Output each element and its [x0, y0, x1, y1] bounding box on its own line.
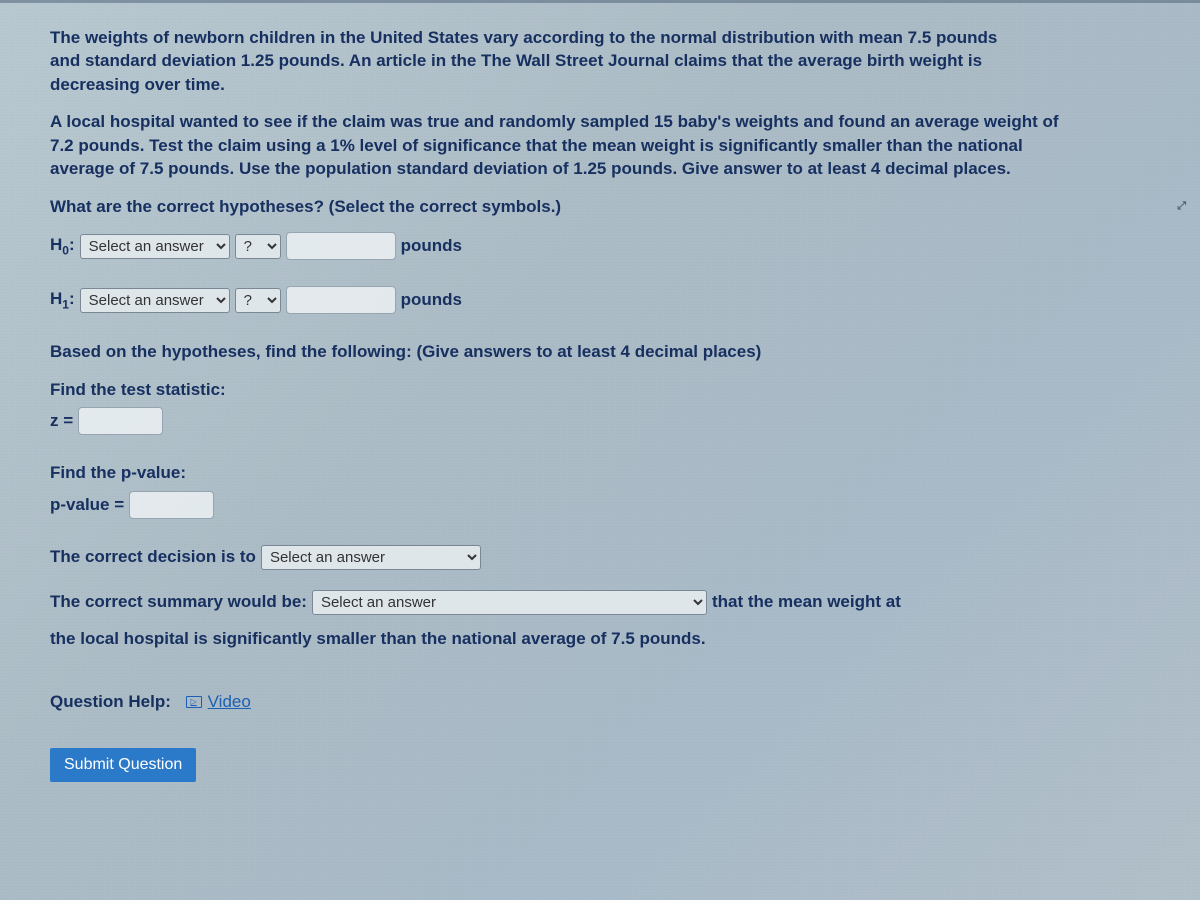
hypotheses-prompt: What are the correct hypotheses? (Select… — [50, 195, 1150, 218]
problem-paragraph-2: A local hospital wanted to see if the cl… — [50, 110, 1060, 180]
summary-select[interactable]: Select an answer — [312, 590, 707, 615]
h0-label-colon: : — [69, 235, 75, 254]
p-input[interactable] — [129, 491, 214, 519]
find-p-value-label: Find the p-value: — [50, 461, 1150, 484]
h1-label-colon: : — [69, 289, 75, 308]
video-link-label: Video — [208, 692, 251, 712]
summary-post-text: the local hospital is significantly smal… — [50, 625, 706, 652]
question-help-label: Question Help: — [50, 692, 171, 712]
h1-row: H1: Select an answer ? pounds — [50, 286, 1150, 314]
h1-label-sub: 1 — [62, 297, 69, 311]
question-help-row: Question Help: ▷ Video — [50, 692, 1150, 712]
h1-comparator-select[interactable]: ? — [235, 288, 281, 313]
z-label: z = — [50, 411, 73, 431]
summary-mid-text: that the mean weight at — [712, 588, 901, 615]
h0-value-input[interactable] — [286, 232, 396, 260]
h1-label: H1: — [50, 289, 75, 311]
decision-pre-text: The correct decision is to — [50, 547, 256, 567]
submit-question-button[interactable]: Submit Question — [50, 748, 196, 782]
h0-parameter-select[interactable]: Select an answer — [80, 234, 230, 259]
h0-comparator-select[interactable]: ? — [235, 234, 281, 259]
video-play-icon: ▷ — [186, 696, 202, 708]
h1-label-h: H — [50, 289, 62, 308]
p-row: p-value = — [50, 491, 1150, 519]
summary-pre-text: The correct summary would be: — [50, 588, 307, 615]
summary-row: The correct summary would be: Select an … — [50, 588, 1080, 652]
video-link[interactable]: ▷ Video — [186, 692, 251, 712]
p-label: p-value = — [50, 495, 124, 515]
h0-label-h: H — [50, 235, 62, 254]
h1-value-input[interactable] — [286, 286, 396, 314]
find-test-statistic-label: Find the test statistic: — [50, 378, 1150, 401]
h0-row: H0: Select an answer ? pounds — [50, 232, 1150, 260]
question-content: The weights of newborn children in the U… — [0, 0, 1200, 810]
h0-label: H0: — [50, 235, 75, 257]
based-on-text: Based on the hypotheses, find the follow… — [50, 340, 1150, 363]
h0-label-sub: 0 — [62, 243, 69, 257]
decision-select[interactable]: Select an answer — [261, 545, 481, 570]
z-row: z = — [50, 407, 1150, 435]
h1-unit: pounds — [401, 290, 462, 310]
decision-row: The correct decision is to Select an ans… — [50, 545, 1150, 570]
h0-unit: pounds — [401, 236, 462, 256]
z-input[interactable] — [78, 407, 163, 435]
problem-paragraph-1: The weights of newborn children in the U… — [50, 26, 1030, 96]
h1-parameter-select[interactable]: Select an answer — [80, 288, 230, 313]
